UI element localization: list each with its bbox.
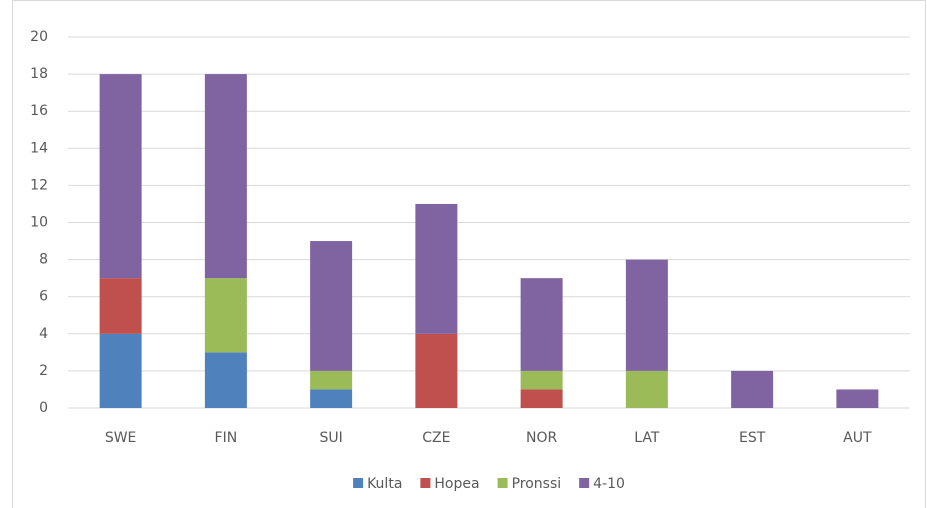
y-tick-label: 8 [39, 252, 48, 268]
y-tick-label: 0 [39, 400, 48, 416]
y-tick-label: 18 [30, 66, 48, 82]
y-tick-label: 2 [39, 363, 48, 379]
x-tick-label: NOR [526, 430, 557, 446]
bar-segment [204, 74, 247, 279]
y-tick-label: 14 [30, 140, 48, 156]
bar-segment [836, 389, 879, 408]
y-tick-label: 12 [30, 177, 48, 193]
y-tick-label: 20 [30, 29, 48, 45]
bar-segment [520, 389, 563, 408]
bar-segment [310, 370, 353, 390]
bar-segment [99, 278, 142, 334]
bar-segment [625, 259, 668, 371]
bar-segment [204, 278, 247, 353]
y-tick-label: 4 [39, 326, 48, 342]
legend-swatch [497, 478, 508, 488]
bar-segment [520, 370, 563, 390]
bar-segment [415, 203, 458, 334]
bar-segment [731, 370, 774, 408]
legend-label: 4-10 [593, 476, 625, 492]
bar-segment [520, 278, 563, 371]
x-tick-label: SUI [319, 430, 342, 446]
x-tick-label: LAT [634, 430, 660, 446]
y-tick-label: 16 [30, 103, 48, 119]
legend-swatch [420, 478, 431, 488]
x-tick-label: SWE [105, 430, 137, 446]
y-tick-label: 10 [30, 215, 48, 231]
bar-segment [99, 333, 142, 408]
x-tick-label: AUT [843, 430, 872, 446]
bar-segment [625, 370, 668, 408]
legend-swatch [579, 478, 590, 488]
x-tick-label: CZE [422, 430, 450, 446]
x-tick-label: FIN [215, 430, 238, 446]
bar-segment [310, 241, 353, 371]
bar-segment [415, 333, 458, 408]
y-tick-label: 6 [39, 289, 48, 305]
x-tick-label: EST [739, 430, 766, 446]
chart-border [12, 0, 926, 508]
legend-label: Kulta [367, 476, 402, 492]
bar-segment [99, 74, 142, 279]
legend-label: Pronssi [512, 476, 562, 492]
bar-segment [204, 352, 247, 408]
legend-swatch [353, 478, 364, 488]
legend-label: Hopea [434, 476, 479, 492]
bar-segment [310, 389, 353, 408]
